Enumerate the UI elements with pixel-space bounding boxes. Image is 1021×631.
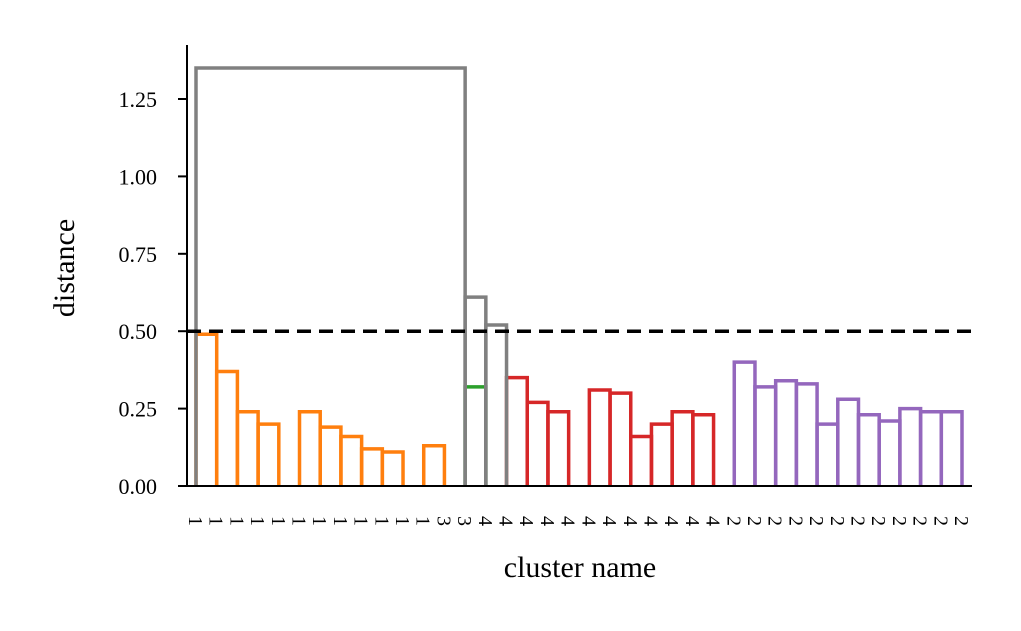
leaf-label: 2 (950, 516, 972, 526)
dendrogram-link (380, 450, 405, 486)
leaf-label: 4 (681, 516, 703, 526)
leaf-label: 4 (474, 516, 496, 526)
leaf-label: 1 (205, 516, 227, 526)
dendrogram-link (504, 375, 529, 486)
leaf-label: 1 (288, 516, 310, 526)
leaf-label: 2 (867, 516, 889, 526)
dendrogram-link (753, 385, 778, 486)
dendrogram-link (608, 391, 633, 486)
dendrogram-link (214, 369, 240, 486)
dendrogram-link (629, 434, 654, 486)
dendrogram-link (773, 378, 799, 486)
dendrogram-link (525, 400, 550, 486)
leaf-label: 3 (453, 516, 475, 526)
dendrogram-link (836, 397, 861, 486)
dendrogram-link (359, 447, 385, 486)
dendrogram-link (297, 409, 322, 486)
dendrogram-link (546, 409, 571, 486)
dendrogram-link (732, 360, 757, 486)
leaf-label: 2 (846, 516, 868, 526)
y-axis-title: distance (48, 219, 81, 317)
dendrogram-link (463, 385, 488, 486)
dendrogram-link (339, 434, 364, 486)
x-axis-title: cluster name (504, 551, 656, 584)
dendrogram-link (856, 413, 881, 486)
dendrogram-link (194, 332, 219, 486)
y-tick-label: 0.00 (119, 474, 158, 499)
leaf-label: 1 (184, 516, 206, 526)
leaf-label: 4 (515, 516, 537, 526)
leaf-label: 2 (805, 516, 827, 526)
dendrogram-link (691, 413, 716, 486)
y-tick-label: 1.00 (119, 164, 158, 189)
dendrogram-link (649, 422, 674, 486)
dendrogram-link (463, 295, 488, 486)
leaf-label: 1 (225, 516, 247, 526)
dendrogram-link (815, 422, 840, 486)
leaf-label: 1 (267, 516, 289, 526)
leaf-label: 4 (702, 516, 724, 526)
leaf-label: 1 (308, 516, 330, 526)
leaf-label: 1 (370, 516, 392, 526)
leaf-label: 3 (432, 516, 454, 526)
dendrogram-link (670, 409, 695, 486)
dendrogram-link (587, 388, 612, 486)
leaf-label: 1 (391, 516, 413, 526)
leaf-label: 1 (350, 516, 372, 526)
leaf-label: 4 (639, 516, 661, 526)
leaf-label: 4 (536, 516, 558, 526)
dendrogram-link (194, 66, 467, 486)
leaf-label: 4 (577, 516, 599, 526)
dendrogram-link (898, 406, 923, 486)
dendrogram-link (256, 422, 281, 486)
leaf-label: 4 (660, 516, 682, 526)
leaf-label: 1 (329, 516, 351, 526)
dendrogram-link (794, 382, 819, 486)
y-tick-label: 0.75 (119, 242, 158, 267)
leaf-label: 1 (246, 516, 268, 526)
dendrogram-link (318, 425, 343, 486)
leaf-label: 1 (412, 516, 434, 526)
leaf-label: 2 (909, 516, 931, 526)
leaf-label: 2 (929, 516, 951, 526)
dendrogram-link (939, 409, 964, 486)
dendrogram-link (877, 419, 902, 486)
leaf-label: 4 (619, 516, 641, 526)
leaf-label: 4 (495, 516, 517, 526)
y-tick-label: 0.50 (119, 319, 158, 344)
y-tick-label: 1.25 (119, 87, 158, 112)
leaf-label: 2 (888, 516, 910, 526)
leaf-label: 2 (764, 516, 786, 526)
dendrogram-link (484, 323, 509, 486)
leaf-label: 2 (722, 516, 744, 526)
leaf-label: 2 (826, 516, 848, 526)
dendrogram-link (918, 409, 944, 486)
leaf-label: 2 (743, 516, 765, 526)
dendrogram-links (194, 66, 964, 486)
leaf-label: 2 (784, 516, 806, 526)
leaf-label: 4 (557, 516, 579, 526)
y-axis-ticks: 0.00 0.25 0.50 0.75 1.00 1.25 (119, 87, 187, 499)
y-tick-label: 0.25 (119, 397, 158, 422)
leaf-label: 4 (598, 516, 620, 526)
dendrogram-link (235, 409, 260, 486)
dendrogram-link (421, 444, 447, 486)
